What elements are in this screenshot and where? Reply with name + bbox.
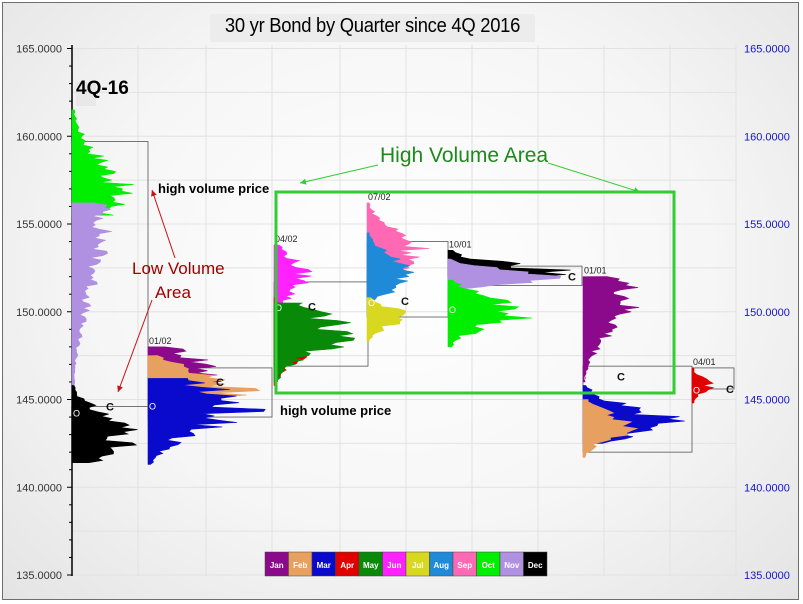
legend-label-may: May xyxy=(363,561,379,570)
quarter-profile: 01/01 O C xyxy=(582,266,693,458)
y-tick-label-right: 140.0000 xyxy=(744,482,790,494)
close-marker: C xyxy=(308,301,316,313)
legend-label-oct: Oct xyxy=(482,561,496,570)
close-marker: C xyxy=(568,272,576,284)
annotation-high-volume-price-bottom: high volume price xyxy=(280,403,391,418)
quarter-date-label: 04/02 xyxy=(275,234,298,244)
annotation-area: Area xyxy=(155,283,191,302)
month-band-mar xyxy=(147,378,266,465)
corner-label: 4Q-16 xyxy=(76,78,129,99)
month-band-jul xyxy=(366,297,407,342)
high-volume-area-box xyxy=(274,190,676,395)
chart-title: 30 yr Bond by Quarter since 4Q 2016 xyxy=(224,15,521,37)
y-tick-label-right: 160.0000 xyxy=(744,131,790,143)
legend-label-jan: Jan xyxy=(270,561,284,570)
month-band-may xyxy=(273,302,356,383)
close-marker: C xyxy=(617,372,625,384)
y-tick-label-left: 155.0000 xyxy=(16,219,62,231)
legend-label-nov: Nov xyxy=(504,561,520,570)
quarter-profile: 04/01 O C xyxy=(691,357,735,404)
month-band-jan xyxy=(582,276,640,383)
y-tick-label-right: 165.0000 xyxy=(744,44,790,56)
quarter-profile: 01/02 O C xyxy=(147,336,273,465)
quarter-profile: 04/02 O C xyxy=(273,234,369,386)
legend-swatch-dec xyxy=(523,551,548,577)
y-tick-label-left: 140.0000 xyxy=(16,482,62,494)
month-band-dec xyxy=(71,385,138,464)
annotation-high-volume-area: High Volume Area xyxy=(380,144,548,167)
month-band-nov xyxy=(447,258,562,290)
y-tick-label-left: 150.0000 xyxy=(16,307,62,319)
quarter-date-label: 01/01 xyxy=(584,266,607,276)
month-band-apr xyxy=(691,367,715,404)
month-legend: Jan Feb Mar Apr May Jun Jul Aug Sep Oct Nov Dec xyxy=(264,551,548,577)
y-tick-label-left: 135.0000 xyxy=(16,570,62,582)
arrow-low-volume-up xyxy=(151,189,176,259)
arrow-high-volume-left xyxy=(299,164,379,185)
open-marker: O xyxy=(449,305,456,315)
month-band-oct xyxy=(447,279,533,348)
quarter-profile: 10/01 O C xyxy=(447,239,583,348)
quarter-date-label: 01/02 xyxy=(149,336,172,346)
legend-label-jun: Jun xyxy=(387,561,401,570)
quarter-profile: 07/02 O C xyxy=(366,192,449,342)
legend-label-aug: Aug xyxy=(433,561,449,570)
close-marker: C xyxy=(106,402,114,414)
month-band-oct xyxy=(71,109,134,216)
annotation-high-volume-price-top: high volume price xyxy=(158,181,269,196)
close-marker: C xyxy=(401,296,409,308)
month-band-nov xyxy=(71,202,112,397)
open-marker: O xyxy=(149,402,156,412)
legend-label-sep: Sep xyxy=(457,561,472,570)
quarter-date-label: 07/02 xyxy=(368,192,391,202)
open-marker: O xyxy=(693,386,700,396)
close-marker: C xyxy=(216,377,224,389)
y-tick-label-right: 135.0000 xyxy=(744,570,790,582)
y-tick-label-right: 155.0000 xyxy=(744,219,790,231)
corner-label-bg xyxy=(76,82,96,106)
open-marker: O xyxy=(584,373,591,383)
arrow-high-volume-right xyxy=(547,162,641,194)
open-marker: O xyxy=(73,409,80,419)
open-marker: O xyxy=(275,303,282,313)
arrow-low-volume-down xyxy=(117,299,153,393)
legend-label-dec: Dec xyxy=(528,561,543,570)
y-tick-label-left: 160.0000 xyxy=(16,131,62,143)
title-background xyxy=(210,14,535,42)
y-tick-label-right: 150.0000 xyxy=(744,307,790,319)
y-tick-label-left: 145.0000 xyxy=(16,395,62,407)
annotation-low-volume: Low Volume xyxy=(132,259,225,278)
close-marker: C xyxy=(726,384,734,396)
month-band-feb xyxy=(582,399,639,458)
quarter-date-label: 10/01 xyxy=(449,239,472,249)
legend-label-apr: Apr xyxy=(340,561,354,570)
legend-label-feb: Feb xyxy=(293,561,307,570)
y-tick-label-left: 165.0000 xyxy=(16,44,62,56)
quarter-date-label: 04/01 xyxy=(693,357,716,367)
y-tick-label-right: 145.0000 xyxy=(744,395,790,407)
open-marker: O xyxy=(368,298,375,308)
legend-label-jul: Jul xyxy=(412,561,424,570)
legend-label-mar: Mar xyxy=(317,561,331,570)
quarter-profile: OC xyxy=(71,109,149,464)
